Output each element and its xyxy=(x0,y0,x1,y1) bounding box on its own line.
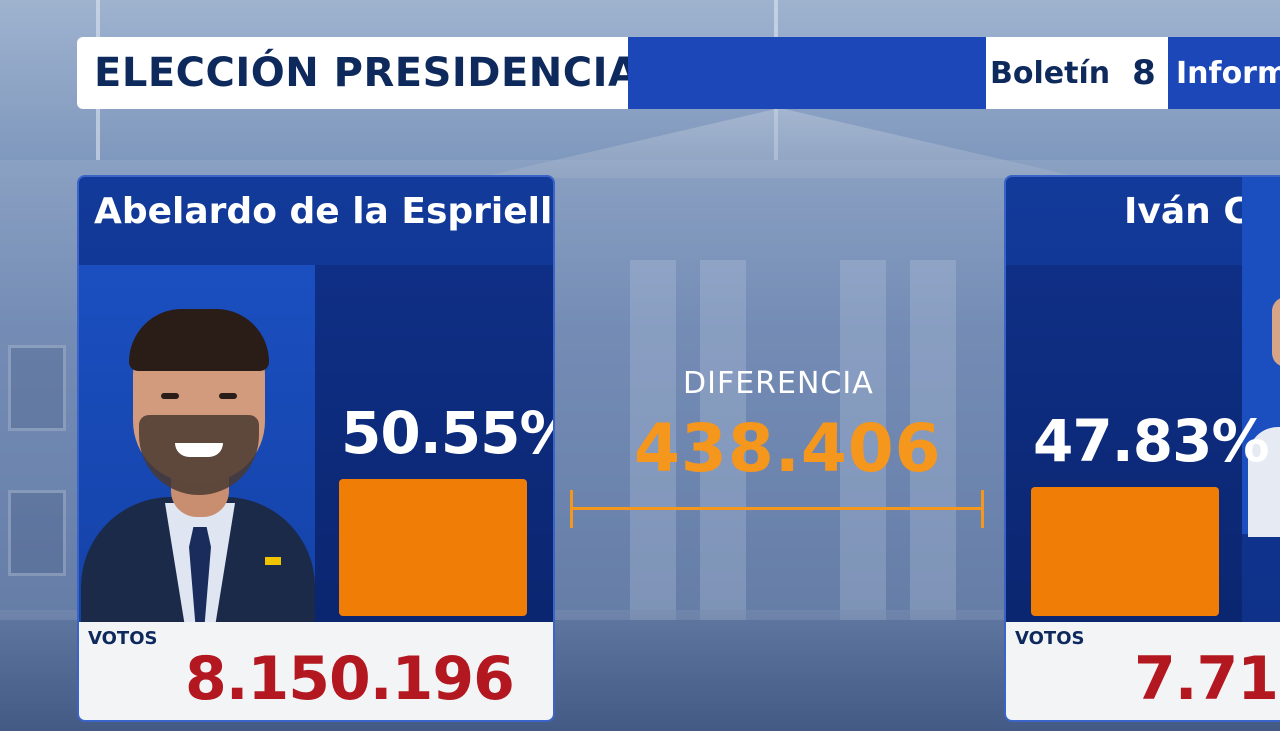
candidate-percent: 47.83% xyxy=(1033,407,1270,475)
building-window xyxy=(8,490,66,576)
candidate-photo xyxy=(1242,177,1280,537)
building-column xyxy=(840,260,886,620)
building-column xyxy=(700,260,746,620)
difference-line xyxy=(572,507,983,510)
votes-box: VOTOS 8.150.196 xyxy=(79,622,553,720)
header-blue-strip xyxy=(628,37,986,109)
vote-bar xyxy=(1031,487,1219,616)
portrait-smile xyxy=(175,443,223,457)
votes-value: 8.150.196 xyxy=(185,644,515,714)
portrait-face xyxy=(1272,297,1280,367)
votes-box: VOTOS 7.711. xyxy=(1006,622,1280,720)
candidate-name: Abelardo de la Espriella xyxy=(94,191,555,232)
candidate-card: Iván Cep 47.83% VOTOS 7.711. xyxy=(1004,175,1280,722)
difference-label: DIFERENCIA xyxy=(683,366,874,401)
title-box: ELECCIÓN PRESIDENCIAL xyxy=(77,37,665,109)
building-pediment xyxy=(477,108,1083,178)
difference-value: 438.406 xyxy=(634,410,942,487)
portrait-tie xyxy=(189,527,211,622)
votes-label: VOTOS xyxy=(1015,628,1085,649)
bulletin-label: Boletín xyxy=(990,55,1111,91)
votes-label: VOTOS xyxy=(88,628,158,649)
flag-pin-icon xyxy=(265,557,281,565)
page-title: ELECCIÓN PRESIDENCIAL xyxy=(94,50,666,96)
portrait-eye xyxy=(161,393,179,399)
info-box: Informa xyxy=(1168,37,1280,109)
header-bar: ELECCIÓN PRESIDENCIAL Boletín 8 Informa xyxy=(77,37,1280,109)
building-column xyxy=(630,260,676,620)
bulletin-box: Boletín 8 xyxy=(986,37,1168,109)
difference-tick-left xyxy=(570,490,573,528)
votes-value: 7.711. xyxy=(1134,644,1280,714)
portrait-eye xyxy=(219,393,237,399)
difference-tick-right xyxy=(981,490,984,528)
info-text: Informa xyxy=(1176,55,1280,91)
candidate-portrait xyxy=(79,265,315,622)
candidate-percent: 50.55% xyxy=(341,399,555,467)
vote-bar xyxy=(339,479,527,616)
bulletin-number: 8 xyxy=(1132,53,1156,93)
candidate-card: Abelardo de la Espriella 50.55% VOTOS 8.… xyxy=(77,175,555,722)
portrait-hair xyxy=(129,309,269,371)
building-window xyxy=(8,345,66,431)
portrait-shirt xyxy=(1248,427,1280,537)
building-column xyxy=(910,260,956,620)
candidate-photo xyxy=(79,265,315,622)
